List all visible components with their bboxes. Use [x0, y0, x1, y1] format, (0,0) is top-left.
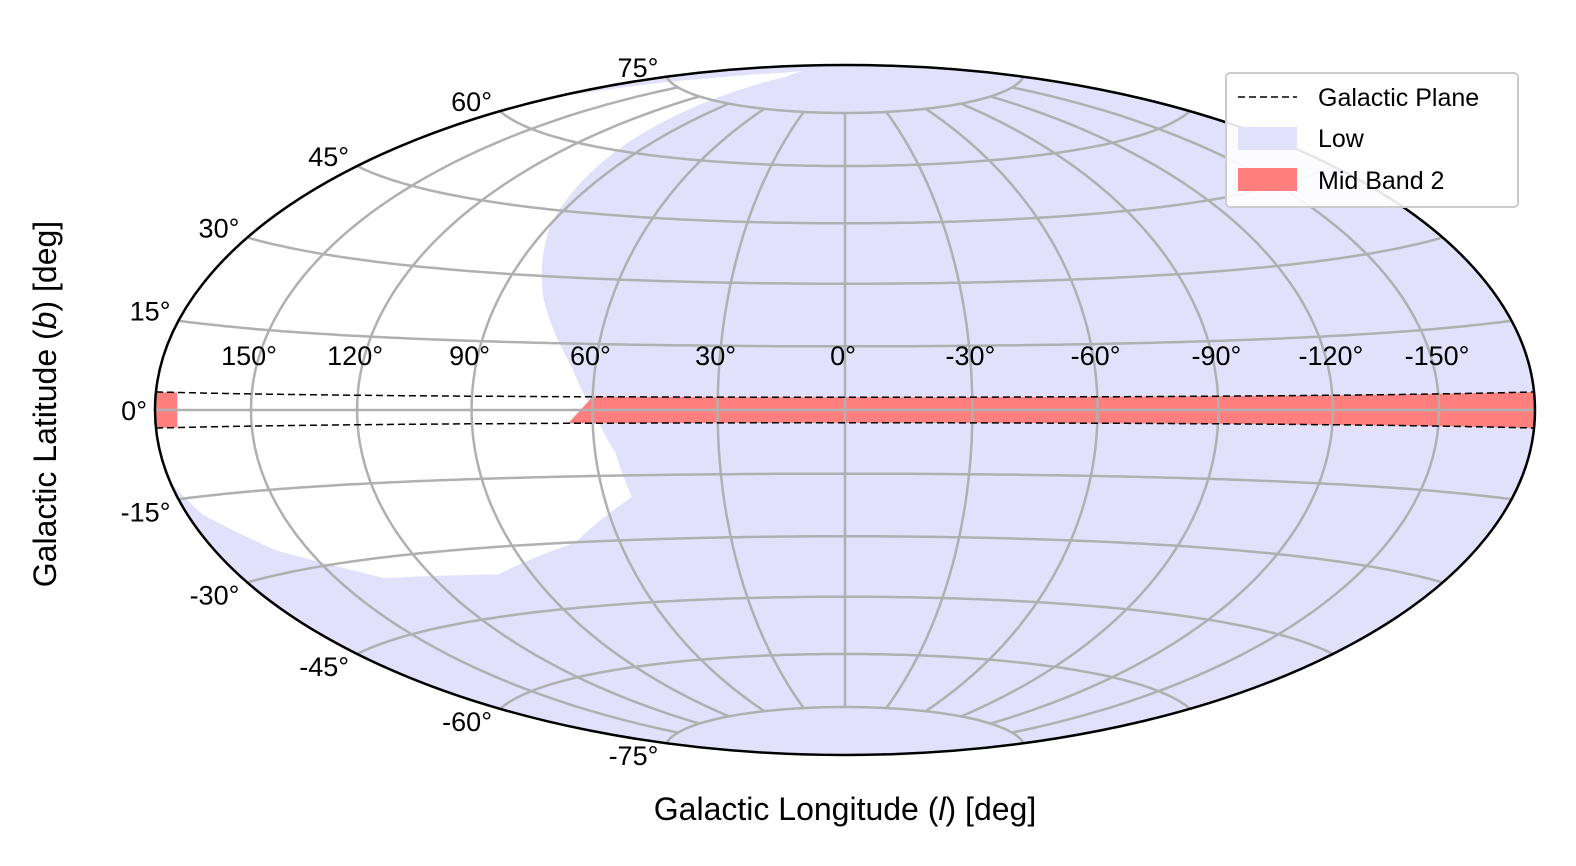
graticule-grid: [155, 75, 1535, 745]
x-tick-label: -90°: [1191, 341, 1241, 371]
y-tick-label: 45°: [308, 142, 349, 172]
grid-parallel: [178, 319, 1512, 348]
grid-parallel: [178, 472, 1512, 501]
y-tick-label: 60°: [451, 87, 492, 117]
x-tick-label: 0°: [830, 341, 856, 371]
y-tick-label: 0°: [121, 396, 147, 426]
legend-mid-band-2-label: Mid Band 2: [1318, 167, 1444, 195]
y-tick-label: 15°: [130, 297, 171, 327]
x-tick-label: 120°: [327, 341, 383, 371]
galactic-plane-upper-line: [155, 391, 1535, 398]
legend-mid-band-2-swatch: [1238, 168, 1297, 191]
x-tick-label: 150°: [221, 341, 277, 371]
y-tick-label: -60°: [442, 707, 492, 737]
grid-parallel: [499, 110, 1191, 168]
y-tick-label: -75°: [609, 741, 659, 771]
plot-area: [155, 65, 1535, 755]
grid-parallel: [665, 705, 1025, 744]
y-tick-label: 75°: [618, 53, 659, 83]
x-tick-label: -60°: [1071, 341, 1121, 371]
x-tick-label: 90°: [449, 341, 490, 371]
grid-parallel: [247, 535, 1443, 584]
legend-galactic-plane-label: Galactic Plane: [1318, 84, 1479, 112]
x-axis-title: Galactic Longitude (l) [deg]: [654, 791, 1036, 827]
y-tick-label: -45°: [299, 652, 349, 682]
y-tick-label: -30°: [190, 581, 240, 611]
y-tick-labels: 75° 60° 45° 30° 15° 0° -15° -30° -45° -60° -75°: [121, 53, 659, 771]
grid-parallel: [247, 236, 1443, 285]
legend-frame: [1225, 72, 1519, 208]
sky-boundary: [153, 63, 1537, 757]
legend-low-swatch: [1238, 127, 1297, 150]
legend-low-label: Low: [1318, 125, 1365, 153]
grid-parallel: [356, 595, 1334, 656]
y-tick-label: 30°: [199, 214, 240, 244]
x-tick-label: -150°: [1405, 341, 1470, 371]
x-tick-labels: 150° 120° 90° 60° 30° 0° -30° -60° -90° -120° -150…: [221, 341, 1469, 371]
legend: Galactic Plane Low Mid Band 2: [1225, 72, 1519, 208]
x-tick-label: -30°: [945, 341, 995, 371]
y-tick-label: -15°: [121, 497, 171, 527]
grid-parallel: [499, 652, 1191, 710]
y-axis-title: Galactic Latitude (b) [deg]: [27, 221, 63, 587]
x-tick-label: 30°: [695, 341, 736, 371]
galactic-plane-lower-line: [155, 422, 1535, 429]
grid-parallel: [665, 76, 1025, 115]
grid-parallel: [356, 164, 1334, 225]
x-tick-label: 60°: [570, 341, 611, 371]
x-tick-label: -120°: [1298, 341, 1363, 371]
